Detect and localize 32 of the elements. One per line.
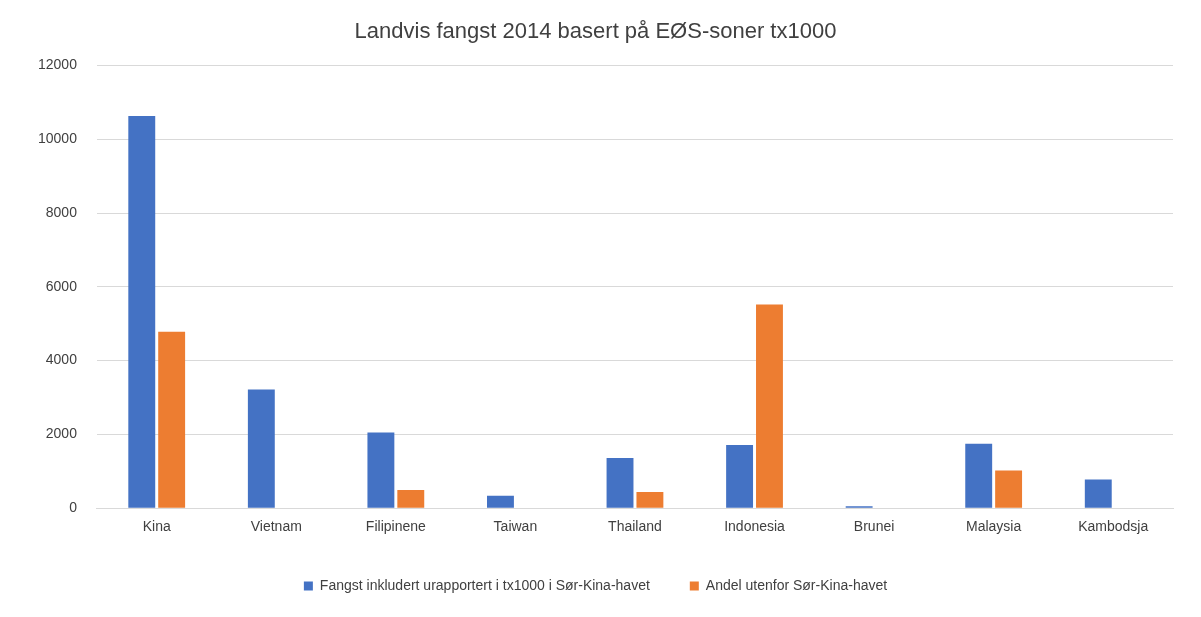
y-tick-label: 6000 xyxy=(45,277,78,294)
chart-title: Landvis fangst 2014 basert på EØS-soner tx1000 xyxy=(354,18,837,44)
x-tick-label: Vietnam xyxy=(250,518,302,535)
bar xyxy=(128,115,156,508)
x-tick-label: Brunei xyxy=(853,518,895,535)
y-tick-label: 8000 xyxy=(45,203,78,220)
bar xyxy=(158,331,186,508)
y-tick-label: 12000 xyxy=(37,56,78,73)
x-tick-label: Indonesia xyxy=(724,518,786,535)
x-tick-label: Kina xyxy=(142,518,171,535)
bar xyxy=(247,389,275,508)
bar xyxy=(397,490,425,508)
bar xyxy=(1084,479,1112,508)
x-tick-label: Kambodsja xyxy=(1078,518,1149,535)
x-tick-label: Malaysia xyxy=(966,518,1022,535)
y-tick-label: 4000 xyxy=(45,351,78,368)
legend-label: Andel utenfor Sør-Kina-havet xyxy=(705,576,888,593)
x-tick-label: Thailand xyxy=(608,518,662,535)
y-tick-label: 0 xyxy=(69,499,78,516)
bar xyxy=(636,491,664,508)
x-tick-label: Taiwan xyxy=(493,518,538,535)
x-tick-label: Filipinene xyxy=(365,518,427,535)
y-tick-label: 10000 xyxy=(37,130,78,147)
bar xyxy=(606,458,634,508)
bar xyxy=(367,432,395,508)
bar xyxy=(965,443,993,508)
legend-label: Fangst inkludert urapportert i tx1000 i Sør-Kina-havet xyxy=(319,576,650,593)
bar xyxy=(487,495,514,508)
bar xyxy=(726,445,754,508)
bar xyxy=(995,470,1023,508)
bar xyxy=(756,304,783,508)
y-tick-label: 2000 xyxy=(45,425,78,442)
